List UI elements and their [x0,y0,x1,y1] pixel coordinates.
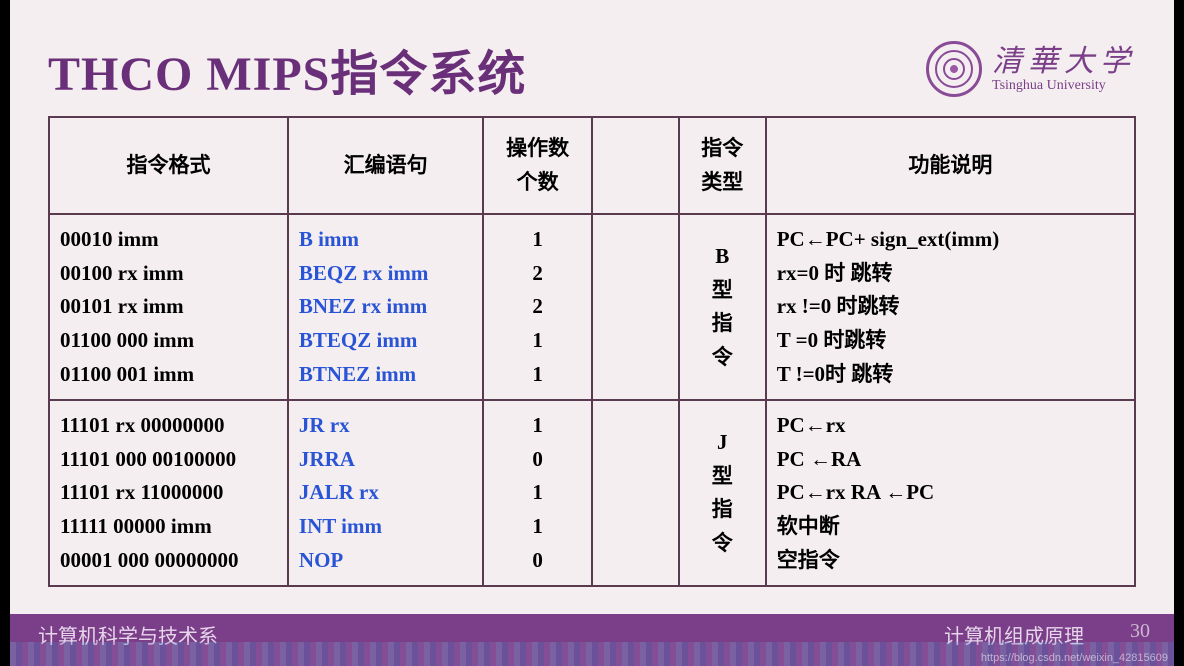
footer-page: 30 [1130,620,1150,643]
university-seal-icon [926,41,982,97]
th-ops: 操作数个数 [483,117,592,214]
cell-blank [592,400,679,586]
cell-desc: PC←PC+ sign_ext(imm)rx=0 时 跳转rx !=0 时跳转T… [766,214,1135,400]
th-asm: 汇编语句 [288,117,483,214]
cell-ops: 12211 [483,214,592,400]
cell-asm: B immBEQZ rx immBNEZ rx immBTEQZ immBTNE… [288,214,483,400]
th-format: 指令格式 [49,117,288,214]
th-type: 指令类型 [679,117,766,214]
slide-frame: THCO MIPS指令系统 清華大学 Tsinghua University 指… [10,0,1174,666]
cell-asm: JR rxJRRAJALR rxINT immNOP [288,400,483,586]
university-name-en: Tsinghua University [992,78,1106,93]
th-blank [592,117,679,214]
title-row: THCO MIPS指令系统 清華大学 Tsinghua University [48,34,1136,104]
cell-type: J型指令 [679,400,766,586]
university-name-cn: 清華大学 [992,45,1136,78]
slide-body: THCO MIPS指令系统 清華大学 Tsinghua University 指… [20,10,1164,614]
cell-ops: 10110 [483,400,592,586]
university-text: 清華大学 Tsinghua University [992,45,1136,93]
table-header-row: 指令格式 汇编语句 操作数个数 指令类型 功能说明 [49,117,1135,214]
table-row: 11101 rx 0000000011101 000 0010000011101… [49,400,1135,586]
watermark-text: https://blog.csdn.net/weixin_42815609 [981,652,1168,664]
cell-format: 00010 imm00100 rx imm00101 rx imm01100 0… [49,214,288,400]
cell-blank [592,214,679,400]
page-title: THCO MIPS指令系统 [48,34,526,104]
cell-format: 11101 rx 0000000011101 000 0010000011101… [49,400,288,586]
cell-desc: PC←rxPC ←RAPC←rx RA ←PC软中断空指令 [766,400,1135,586]
cell-type: B型指令 [679,214,766,400]
table-row: 00010 imm00100 rx imm00101 rx imm01100 0… [49,214,1135,400]
th-desc: 功能说明 [766,117,1135,214]
instruction-table: 指令格式 汇编语句 操作数个数 指令类型 功能说明 00010 imm00100… [48,116,1136,587]
university-logo-block: 清華大学 Tsinghua University [926,41,1136,97]
table-body: 00010 imm00100 rx imm00101 rx imm01100 0… [49,214,1135,586]
